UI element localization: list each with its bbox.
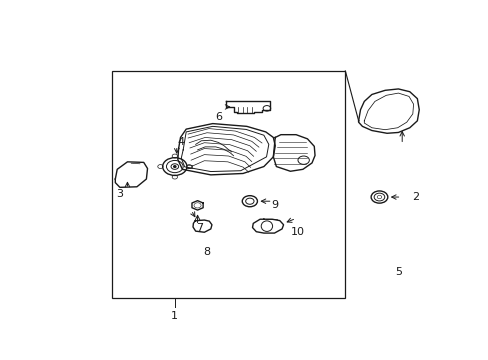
Text: 2: 2 — [411, 192, 418, 202]
Text: 1: 1 — [171, 311, 178, 321]
Text: 7: 7 — [196, 222, 203, 233]
Text: 4: 4 — [177, 136, 183, 147]
Text: 6: 6 — [214, 112, 222, 122]
Bar — [112, 71, 345, 298]
Text: 9: 9 — [271, 201, 278, 210]
Circle shape — [173, 166, 176, 167]
Text: 8: 8 — [203, 247, 210, 257]
Text: 5: 5 — [394, 267, 401, 277]
Text: 10: 10 — [290, 227, 305, 237]
Text: 3: 3 — [116, 189, 123, 199]
